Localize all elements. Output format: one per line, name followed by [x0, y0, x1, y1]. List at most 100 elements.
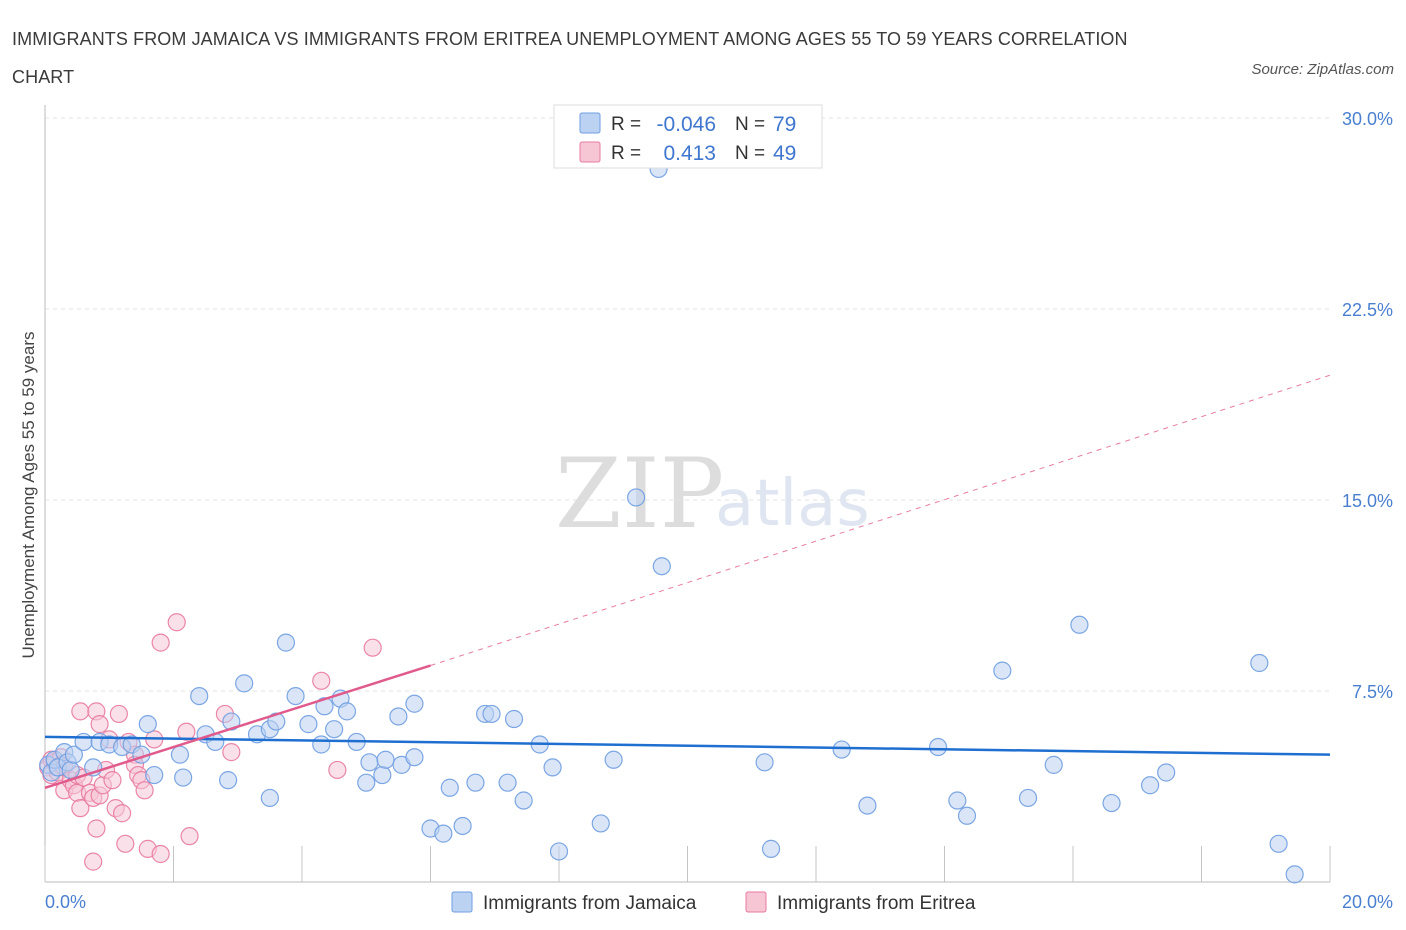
- correlation-legend: R = -0.046 N = 79 R = 0.413 N = 49: [553, 104, 823, 169]
- jamaica-point: [591, 814, 610, 833]
- eritrea-point: [87, 819, 106, 838]
- y-tick-label: 7.5%: [1352, 682, 1393, 702]
- jamaica-point: [267, 712, 286, 731]
- jamaica-point: [626, 488, 646, 507]
- trend-extension-eritrea: [430, 374, 1331, 667]
- legend-swatch-eritrea: [579, 141, 601, 163]
- eritrea-point: [363, 638, 382, 657]
- jamaica-point: [498, 773, 517, 792]
- jamaica-point: [993, 661, 1012, 680]
- jamaica-point: [170, 745, 190, 764]
- axes: 7.5% 15.0% 22.5% 30.0% 0.0% 20.0%: [44, 105, 1393, 912]
- x-tick-label: 20.0%: [1342, 892, 1393, 912]
- eritrea-point: [180, 827, 199, 846]
- legend-r-value-jamaica: -0.046: [656, 113, 716, 136]
- jamaica-point: [604, 750, 623, 769]
- jamaica-point: [61, 760, 80, 780]
- jamaica-point: [138, 715, 157, 734]
- jamaica-point: [858, 796, 877, 815]
- jamaica-point: [190, 686, 209, 706]
- jamaica-point: [174, 768, 193, 787]
- series-legend: Immigrants from Jamaica Immigrants from …: [451, 891, 976, 914]
- eritrea-point: [312, 671, 331, 690]
- jamaica-point: [299, 715, 318, 734]
- watermark-atlas: atlas: [715, 467, 870, 541]
- legend-n-label-eritrea: N =: [735, 143, 765, 164]
- eritrea-point: [103, 771, 122, 790]
- jamaica-point: [466, 773, 485, 792]
- trend-lines: [44, 374, 1331, 789]
- jamaica-point: [235, 674, 254, 693]
- y-tick-label: 15.0%: [1342, 491, 1393, 511]
- eritrea-point: [109, 704, 128, 724]
- eritrea-point: [151, 633, 170, 652]
- jamaica-point: [1157, 763, 1176, 782]
- jamaica-point: [286, 686, 305, 706]
- eritrea-point: [151, 844, 170, 864]
- jamaica-point: [389, 707, 408, 726]
- jamaica-point: [373, 765, 392, 785]
- jamaica-point: [832, 740, 851, 759]
- y-tick-label: 22.5%: [1342, 300, 1393, 320]
- jamaica-point: [337, 702, 357, 721]
- jamaica-point: [755, 753, 774, 772]
- jamaica-point: [1018, 788, 1038, 808]
- jamaica-point: [504, 709, 524, 729]
- jamaica-point: [761, 839, 781, 858]
- x-tick-label: 0.0%: [45, 892, 86, 912]
- jamaica-point: [453, 816, 472, 836]
- eritrea-point: [71, 799, 90, 818]
- eritrea-point: [84, 852, 103, 871]
- bottom-legend-jamaica[interactable]: Immigrants from Jamaica: [483, 893, 697, 914]
- jamaica-point: [948, 791, 967, 810]
- legend-r-label-jamaica: R =: [611, 114, 641, 135]
- eritrea-point: [112, 804, 132, 823]
- eritrea-point: [116, 834, 135, 853]
- jamaica-point: [1269, 834, 1288, 853]
- gridlines: [45, 117, 1330, 692]
- jamaica-point: [64, 745, 84, 764]
- chart-title: IMMIGRANTS FROM JAMAICA VS IMMIGRANTS FR…: [12, 29, 1128, 87]
- legend-r-value-eritrea: 0.413: [663, 142, 716, 165]
- jamaica-point: [1044, 755, 1063, 774]
- jamaica-point: [315, 697, 334, 716]
- jamaica-point: [357, 773, 376, 792]
- jamaica-point: [1285, 865, 1304, 884]
- jamaica-point: [260, 788, 279, 808]
- bottom-legend-eritrea[interactable]: Immigrants from Eritrea: [777, 893, 976, 914]
- jamaica-point: [543, 758, 562, 777]
- jamaica-point: [222, 712, 241, 731]
- legend-n-value-jamaica: 79: [773, 113, 796, 136]
- eritrea-point: [71, 702, 90, 721]
- eritrea-point: [328, 760, 347, 780]
- bottom-legend-swatch-eritrea[interactable]: [745, 891, 767, 913]
- jamaica-point: [405, 694, 424, 713]
- jamaica-point: [325, 720, 344, 739]
- legend-swatch-jamaica: [579, 112, 601, 134]
- legend-r-label-eritrea: R =: [611, 143, 641, 164]
- eritrea-point: [222, 743, 241, 762]
- jamaica-point: [514, 791, 533, 810]
- bottom-legend-swatch-jamaica[interactable]: [451, 891, 473, 913]
- jamaica-point: [440, 778, 459, 797]
- y-axis-label: Unemployment Among Ages 55 to 59 years: [19, 332, 38, 659]
- jamaica-point: [405, 748, 424, 767]
- jamaica-point: [652, 557, 671, 576]
- eritrea-point: [167, 613, 186, 632]
- y-tick-label: 30.0%: [1342, 109, 1393, 129]
- jamaica-point: [376, 750, 395, 769]
- jamaica-point: [1140, 776, 1160, 795]
- jamaica-point: [312, 735, 331, 754]
- eritrea-point: [135, 781, 154, 800]
- jamaica-point: [360, 753, 379, 772]
- trend-line-jamaica: [44, 735, 1331, 756]
- trend-line-eritrea: [44, 664, 431, 789]
- legend-n-value-eritrea: 49: [773, 142, 796, 165]
- jamaica-points: [39, 159, 1304, 884]
- jamaica-point: [74, 732, 93, 752]
- jamaica-point: [434, 824, 453, 843]
- jamaica-point: [482, 704, 501, 724]
- jamaica-point: [1250, 653, 1269, 673]
- eritrea-point: [177, 722, 196, 741]
